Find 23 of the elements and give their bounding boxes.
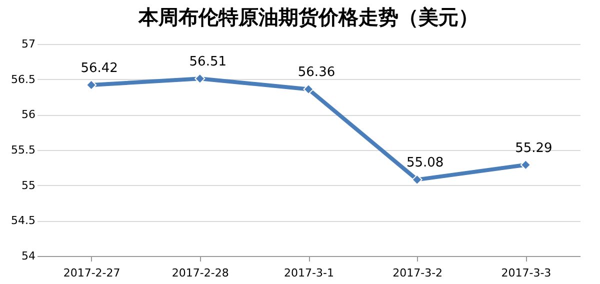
data-label: 56.36 — [298, 65, 336, 80]
x-tick-label: 2017-3-2 — [392, 266, 443, 280]
point — [303, 84, 314, 94]
data-label: 55.08 — [406, 156, 444, 171]
chart-title: 本周布伦特原油期货价格走势（美元） — [138, 5, 478, 29]
data-label: 55.29 — [515, 140, 552, 156]
point — [194, 73, 206, 84]
point — [520, 160, 531, 170]
y-tick-label: 55.5 — [11, 144, 36, 156]
y-tick-label: 55 — [22, 178, 36, 192]
data-label: 56.42 — [80, 60, 118, 76]
y-tick-label: 54 — [22, 250, 36, 262]
y-tick-label: 54.5 — [11, 214, 36, 228]
point — [86, 80, 97, 90]
x-tick-label: 2017-2-27 — [63, 266, 120, 280]
y-tick-label: 56.5 — [11, 72, 36, 86]
x-tick-label: 2017-3-3 — [501, 266, 552, 280]
x-tick-label: 2017-3-1 — [284, 266, 334, 280]
data-label: 56.51 — [189, 54, 227, 70]
y-tick-label: 57 — [22, 38, 36, 50]
x-tick-label: 2017-2-28 — [172, 266, 229, 280]
y-tick-label: 56 — [22, 108, 36, 122]
point — [412, 174, 422, 185]
